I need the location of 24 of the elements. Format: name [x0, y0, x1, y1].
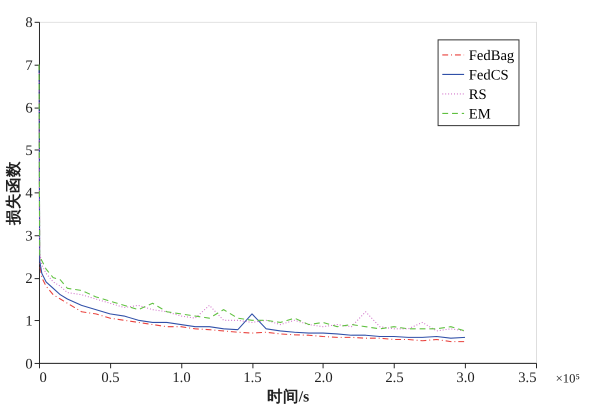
y-tick-label: 6: [25, 100, 33, 116]
x-tick-label: 0.5: [101, 370, 120, 386]
legend-label: RS: [468, 86, 487, 103]
y-axis-title: 损失函数: [4, 160, 23, 226]
legend-label: EM: [468, 106, 491, 122]
legend-label: FedCS: [468, 67, 509, 84]
x-tick-label: 3.0: [456, 370, 475, 386]
x-tick-label: 0: [39, 370, 47, 386]
y-tick-label: 3: [25, 228, 33, 244]
x-axis-title: 时间/s: [266, 387, 310, 406]
y-tick-label: 5: [25, 143, 33, 160]
x-tick-label: 3.5: [518, 370, 537, 386]
text: ×10⁵: [556, 371, 580, 386]
y-tick-label: 2: [25, 271, 33, 288]
y-tick-label: 4: [25, 186, 34, 202]
y-tick-label: 8: [25, 15, 33, 32]
y-tick-label: 1: [25, 314, 33, 330]
y-tick-label: 0: [25, 356, 33, 372]
x-tick-label: 2.5: [385, 370, 404, 386]
y-tick-label: 7: [25, 58, 33, 74]
x-tick-label: 2.0: [314, 370, 333, 386]
x-tick-label: 1.0: [172, 370, 191, 386]
legend-label: FedBag: [468, 48, 515, 64]
x-tick-label: 1.5: [243, 370, 262, 386]
